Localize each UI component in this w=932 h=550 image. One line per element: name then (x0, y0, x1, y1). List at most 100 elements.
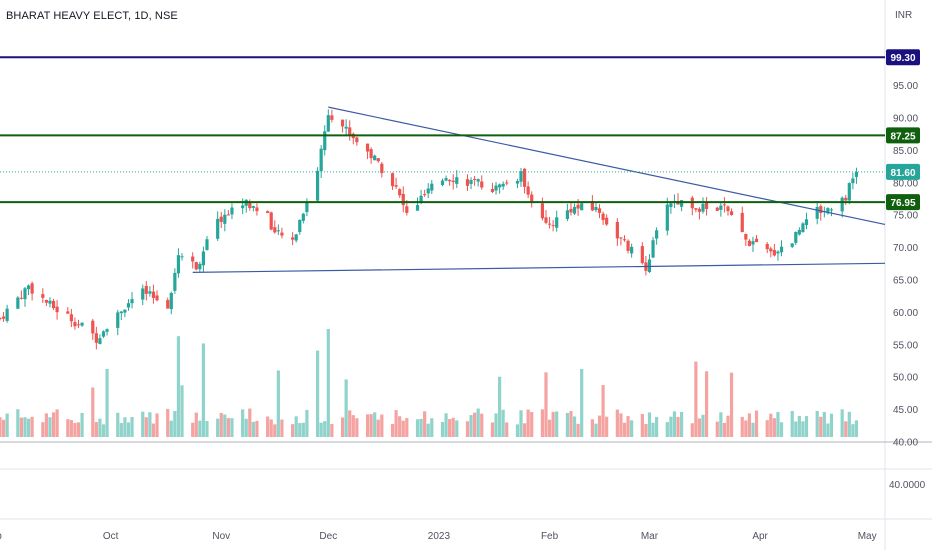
candle (91, 320, 95, 334)
volume-bar (655, 416, 659, 437)
volume-bar (94, 422, 98, 437)
volume-bar (801, 421, 805, 437)
candle (519, 171, 523, 182)
volume-bar (298, 423, 302, 437)
volume-bar (476, 408, 480, 437)
candle (415, 204, 420, 211)
x-tick-label: Feb (541, 531, 559, 542)
volume-bar (647, 412, 652, 437)
candle (355, 137, 359, 143)
candle (173, 272, 177, 291)
x-tick-label: Nov (212, 531, 230, 542)
volume-bar (16, 409, 20, 437)
candle (80, 322, 84, 326)
volume-bar (626, 416, 630, 437)
volume-bar (394, 410, 398, 437)
candle (69, 314, 73, 322)
volume-bar (769, 413, 773, 437)
candle (444, 178, 448, 181)
symbol-title[interactable]: BHARAT HEAVY ELECT, 1D, NSE (6, 10, 178, 22)
volume-bar (348, 410, 352, 437)
volume-bar (501, 409, 505, 437)
volume-bar (751, 422, 755, 437)
y-tick-label: 80.00 (893, 178, 918, 189)
volume-bar (451, 417, 455, 437)
x-tick-label: May (858, 531, 877, 542)
volume-bar (540, 409, 545, 437)
volume-bar (101, 424, 106, 437)
volume-bar (829, 413, 834, 437)
candle (651, 240, 655, 258)
candle (298, 219, 302, 233)
volume-bar (844, 421, 848, 437)
volume-bar (815, 410, 819, 437)
volume-bar (41, 422, 45, 437)
volume-bar (326, 329, 330, 437)
volume-bar (316, 350, 320, 437)
volume-bar (597, 415, 602, 437)
candle (844, 197, 848, 201)
candle (490, 189, 495, 193)
candle (826, 208, 830, 214)
candle (394, 185, 398, 187)
candle (769, 248, 773, 252)
volume-bar (323, 421, 327, 437)
volume-bar (73, 422, 77, 437)
volume-bar (494, 413, 498, 437)
candle (590, 200, 594, 211)
volume-bar (522, 423, 527, 437)
candle (597, 208, 602, 213)
volume-bar (740, 416, 744, 437)
volume-bar (754, 410, 759, 437)
candle (854, 171, 859, 177)
y-tick-label: 45.00 (893, 405, 918, 416)
volume-bar (201, 343, 206, 437)
volume-bar (565, 412, 569, 437)
candle (51, 301, 56, 309)
volume-bar (790, 410, 794, 437)
volume-bar (455, 420, 459, 437)
candle (679, 200, 684, 207)
volume-bar (840, 409, 844, 437)
candle (605, 217, 609, 225)
candle (615, 221, 619, 239)
candle (801, 223, 805, 232)
volume-bar (198, 420, 202, 437)
volume-bar (151, 423, 156, 437)
volume-bar (155, 413, 159, 437)
candle (26, 285, 31, 290)
volume-bar (191, 422, 195, 437)
candle (266, 211, 270, 214)
x-tick-label: Oct (103, 531, 119, 542)
volume-bar (126, 422, 131, 437)
volume-bar (697, 418, 702, 437)
candle (569, 208, 573, 213)
candle (98, 338, 102, 344)
candle (555, 217, 559, 228)
candle (376, 158, 380, 162)
volume-bar (91, 387, 95, 437)
candle (16, 297, 20, 309)
last-price-tag-label: 81.60 (890, 168, 915, 179)
candle (804, 219, 809, 226)
x-tick-label: Sep (0, 531, 2, 542)
candle (101, 331, 106, 337)
candle (744, 234, 748, 240)
volume-bar (51, 412, 56, 437)
candle (169, 292, 173, 310)
volume-axis-label: 40.0000 (889, 480, 926, 491)
candle (779, 246, 784, 253)
y-tick-label: 90.00 (893, 113, 918, 124)
candle (116, 312, 120, 328)
volume-bar (569, 411, 573, 437)
volume-bar (747, 413, 751, 437)
candle (176, 255, 181, 274)
candle (494, 185, 498, 191)
y-tick-label: 40.00 (893, 438, 918, 449)
volume-bar (216, 418, 220, 437)
volume-bar (226, 418, 230, 437)
volume-bar (105, 368, 109, 437)
volume-bar (69, 420, 73, 437)
candle (44, 300, 48, 303)
